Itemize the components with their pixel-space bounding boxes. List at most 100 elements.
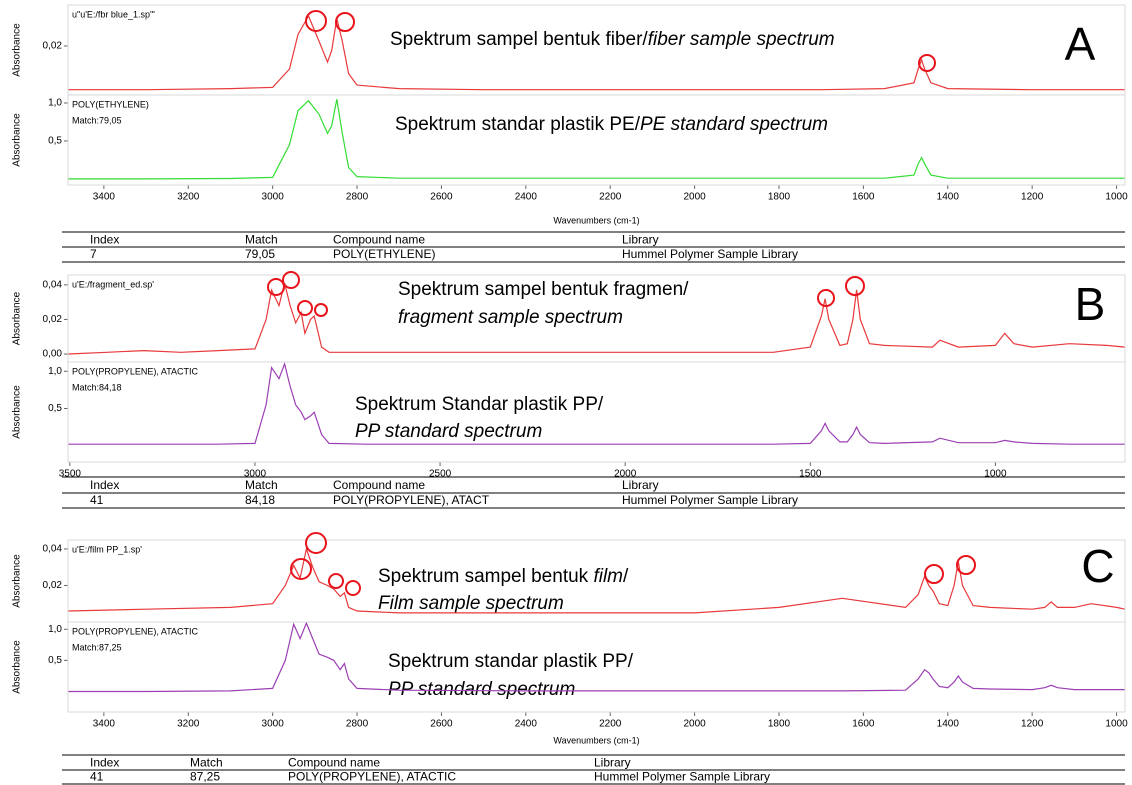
annotation: PP standard spectrum — [388, 679, 575, 700]
table-cell: 79,05 — [245, 247, 275, 261]
y-tick-label: 0,04 — [43, 279, 63, 290]
annotation-run: Spektrum sampel bentuk — [378, 566, 593, 587]
annotation-run: Film sample spectrum — [378, 593, 564, 614]
x-tick-label: 2200 — [599, 719, 622, 730]
x-axis-label: Wavenumbers (cm-1) — [553, 215, 639, 225]
y-tick-label: 0,04 — [43, 544, 63, 555]
peak-circle — [328, 573, 344, 589]
table-cell: Hummel Polymer Sample Library — [622, 247, 798, 261]
table-header: Match — [245, 233, 278, 247]
annotation: Spektrum sampel bentuk fiber/fiber sampl… — [390, 29, 835, 50]
y-axis-label: Absorbance — [12, 385, 23, 439]
x-tick-label: 1500 — [799, 469, 822, 480]
y-tick-label: 0,02 — [43, 580, 63, 591]
annotation-run: Spektrum sampel bentuk fiber/ — [390, 29, 648, 50]
annotation-run: PE standard spectrum — [640, 114, 828, 135]
spectrum-line — [68, 621, 1125, 693]
peak-circle — [817, 289, 835, 307]
annotation-run: PP standard spectrum — [388, 679, 575, 700]
x-tick-label: 1800 — [768, 192, 791, 203]
peak-circle — [314, 303, 328, 317]
table-header: Compound name — [333, 478, 425, 492]
table-cell: POLY(ETHYLENE) — [333, 247, 435, 261]
annotation: Spektrum standar plastik PP/ — [388, 651, 634, 672]
x-tick-label: 3400 — [93, 192, 116, 203]
x-tick-label: 3000 — [244, 469, 267, 480]
match-score: Match:87,25 — [72, 642, 122, 652]
y-tick-label: 0,02 — [43, 41, 63, 52]
table-cell: 41 — [90, 770, 104, 784]
x-tick-label: 1200 — [1021, 719, 1044, 730]
panel-letter: B — [1075, 278, 1106, 330]
peak-circle — [305, 10, 327, 32]
x-tick-label: 3200 — [177, 719, 200, 730]
peak-circle — [305, 532, 327, 554]
table-header: Index — [90, 233, 119, 247]
peak-circle — [924, 564, 944, 584]
spectrum-line — [68, 99, 1125, 180]
peak-circle — [345, 580, 361, 596]
plot-frame — [67, 94, 1126, 186]
peak-highlights — [267, 10, 976, 596]
annotation: Spektrum standar plastik PE/PE standard … — [395, 114, 828, 135]
table-cell: POLY(PROPYLENE), ATACT — [333, 493, 490, 507]
x-tick-label: 2200 — [599, 192, 622, 203]
x-tick-label: 3400 — [93, 719, 116, 730]
annotation-run: Spektrum standar plastik PE/ — [395, 114, 641, 135]
annotation-run: PP standard spectrum — [355, 421, 542, 442]
peak-circle — [282, 271, 300, 289]
table-cell: 87,25 — [190, 770, 220, 784]
x-tick-label: 3200 — [177, 192, 200, 203]
table-header: Index — [90, 756, 119, 770]
x-tick-label: 2000 — [614, 469, 637, 480]
plot-frame — [67, 274, 1126, 363]
y-tick-label: 1,0 — [48, 366, 62, 377]
table-cell: 41 — [90, 493, 104, 507]
match-score: Match:79,05 — [72, 115, 122, 125]
table-cell: POLY(PROPYLENE), ATACTIC — [288, 770, 456, 784]
x-axis-label: Wavenumbers (cm-1) — [553, 735, 639, 745]
table-cell: Hummel Polymer Sample Library — [594, 770, 770, 784]
table-header: Compound name — [288, 756, 380, 770]
peak-circle — [956, 555, 976, 575]
annotation-run: Spektrum standar plastik PP/ — [388, 651, 634, 672]
peak-circle — [267, 278, 285, 296]
x-tick-label: 1000 — [984, 469, 1007, 480]
x-tick-label: 3000 — [262, 719, 285, 730]
series-name: POLY(ETHYLENE) — [72, 99, 149, 109]
y-tick-label: 0,02 — [43, 314, 63, 325]
match-score: Match:84,18 — [72, 382, 122, 392]
panel-letter: C — [1081, 540, 1114, 592]
annotation-run: Spektrum sampel bentuk fragmen/ — [398, 279, 689, 300]
peak-circle — [918, 54, 936, 72]
y-axis-label: Absorbance — [12, 640, 23, 694]
x-tick-label: 1400 — [937, 719, 960, 730]
table-header: Library — [622, 478, 659, 492]
peak-circle — [845, 276, 865, 296]
table-header: Library — [622, 233, 659, 247]
annotation: PP standard spectrum — [355, 421, 542, 442]
y-tick-label: 1,0 — [48, 98, 62, 109]
table-header: Match — [245, 478, 278, 492]
peak-circle — [335, 12, 355, 32]
annotation-run: / — [623, 566, 629, 587]
table-header: Index — [90, 478, 119, 492]
annotation-run: fiber sample spectrum — [648, 29, 835, 50]
x-tick-label: 1000 — [1105, 192, 1128, 203]
series-name: u'E:/fragment_ed.sp' — [72, 279, 154, 289]
y-tick-label: 0,00 — [43, 349, 63, 360]
spectrum-line — [68, 14, 1125, 91]
x-tick-label: 1400 — [937, 192, 960, 203]
x-tick-label: 2500 — [429, 469, 452, 480]
x-tick-label: 1600 — [852, 719, 875, 730]
x-tick-label: 2400 — [515, 192, 538, 203]
table-cell: 7 — [90, 247, 97, 261]
spectrum-line — [67, 282, 1126, 355]
annotation: Spektrum sampel bentuk fragmen/ — [398, 279, 689, 300]
x-tick-label: 1600 — [852, 192, 875, 203]
table-header: Match — [190, 756, 223, 770]
plot-frame — [67, 539, 1126, 623]
y-axis-label: Absorbance — [12, 113, 23, 167]
x-tick-label: 1200 — [1021, 192, 1044, 203]
